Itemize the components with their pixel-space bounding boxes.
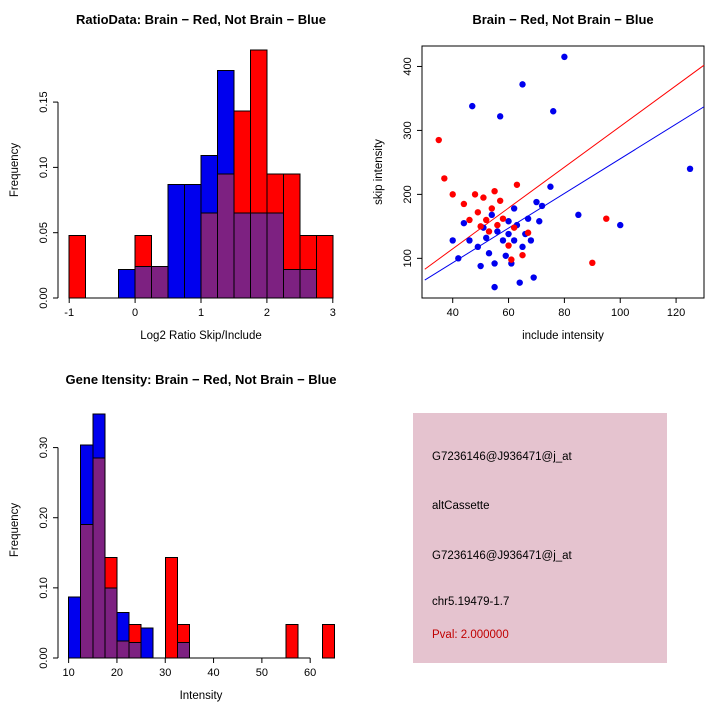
regression-lines [424,64,705,281]
svg-text:300: 300 [402,121,414,139]
svg-text:0.15: 0.15 [38,91,50,112]
svg-text:Log2 Ratio Skip/Include: Log2 Ratio Skip/Include [140,330,261,342]
svg-text:2: 2 [264,307,270,319]
svg-text:0.00: 0.00 [38,647,50,668]
svg-text:RatioData: Brain − Red, Not Br: RatioData: Brain − Red, Not Brain − Blue [76,12,326,27]
svg-text:40: 40 [207,667,219,679]
panel-gene-info: G7236146@J936471@j_at altCassette G72361… [360,360,720,720]
svg-text:0.30: 0.30 [38,437,50,458]
svg-text:0: 0 [132,307,138,319]
svg-text:200: 200 [402,185,414,203]
axes: RatioData: Brain − Red, Not Brain − Blue… [9,12,336,342]
gene-intensity-histogram-chart: Gene Itensity: Brain − Red, Not Brain − … [9,372,336,702]
svg-text:0.10: 0.10 [38,577,50,598]
svg-text:60: 60 [304,667,316,679]
svg-text:Intensity: Intensity [180,690,223,702]
svg-text:skip intensity: skip intensity [373,139,385,205]
svg-text:Gene Itensity: Brain − Red, No: Gene Itensity: Brain − Red, Not Brain − … [66,372,337,387]
svg-text:40: 40 [447,307,459,319]
gene-info-box: G7236146@J936471@j_at altCassette G72361… [413,413,667,663]
panel-ratio-histogram: RatioData: Brain − Red, Not Brain − Blue… [0,0,360,360]
splice-event-type: altCassette [432,500,490,512]
svg-text:60: 60 [502,307,514,319]
chromosome-location: chr5.19479-1.7 [432,596,510,608]
svg-text:include intensity: include intensity [522,330,604,342]
svg-text:Frequency: Frequency [9,143,21,198]
svg-text:0.20: 0.20 [38,507,50,528]
svg-text:30: 30 [159,667,171,679]
gene-probe-id-repeat: G7236146@J936471@j_at [432,550,572,562]
svg-text:100: 100 [611,307,629,319]
ratio-histogram-chart: RatioData: Brain − Red, Not Brain − Blue… [9,12,336,342]
panel-gene-intensity-histogram: Gene Itensity: Brain − Red, Not Brain − … [0,360,360,720]
svg-text:Frequency: Frequency [9,503,21,558]
histogram-bars [68,49,334,299]
svg-text:-1: -1 [64,307,74,319]
svg-text:100: 100 [402,249,414,267]
svg-text:400: 400 [402,57,414,75]
svg-text:120: 120 [667,307,685,319]
svg-text:50: 50 [256,667,268,679]
scatter-points [435,53,694,291]
gene-probe-id: G7236146@J936471@j_at [432,451,572,463]
svg-text:20: 20 [111,667,123,679]
intensity-scatter-chart: Brain − Red, Not Brain − Blue 40 60 80 100 12… [373,12,705,342]
svg-text:Brain − Red, Not Brain − Blue: Brain − Red, Not Brain − Blue [472,12,653,27]
svg-text:3: 3 [330,307,336,319]
svg-text:0.05: 0.05 [38,222,50,243]
axes: Gene Itensity: Brain − Red, Not Brain − … [9,372,336,702]
svg-text:10: 10 [63,667,75,679]
svg-text:0.00: 0.00 [38,287,50,308]
svg-text:0.10: 0.10 [38,157,50,178]
svg-text:1: 1 [198,307,204,319]
svg-text:80: 80 [558,307,570,319]
pvalue-text: Pval: 2.000000 [432,629,509,641]
histogram-bars [68,413,335,659]
axes: Brain − Red, Not Brain − Blue 40 60 80 100 12… [373,12,705,342]
panel-intensity-scatter: Brain − Red, Not Brain − Blue 40 60 80 100 12… [360,0,720,360]
